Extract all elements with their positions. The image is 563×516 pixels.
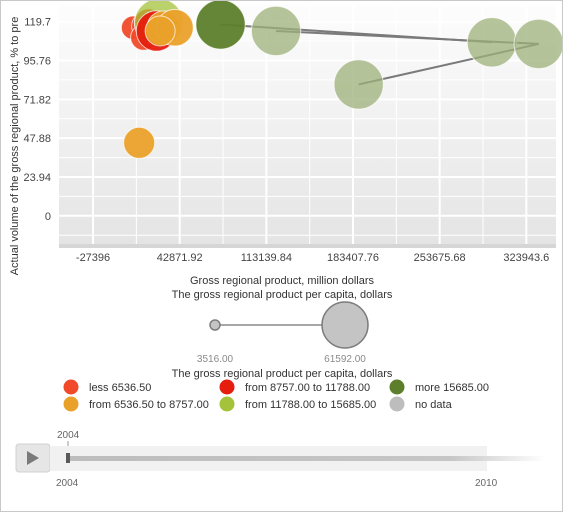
timeline-thumb[interactable] <box>66 453 70 463</box>
y-tick-label: 71.82 <box>23 94 51 106</box>
y-tick-label: 95.76 <box>23 56 51 68</box>
size-legend-min-bubble <box>209 319 221 331</box>
legend-swatch <box>218 395 236 413</box>
bubble-nodata <box>250 5 302 57</box>
x-axis: -27396 42871.92 113139.84 183407.76 253675.6… <box>76 252 549 264</box>
legend-label: less 6536.50 <box>89 382 151 394</box>
bubble-nodata <box>513 18 563 70</box>
bubble-mid <box>123 126 156 159</box>
y-tick-label: 23.94 <box>23 172 51 184</box>
legend-swatch <box>62 378 80 396</box>
legend-label: more 15685.00 <box>415 382 489 394</box>
bubble-mid <box>144 15 176 47</box>
x-tick-label: 42871.92 <box>157 252 203 264</box>
bubble-nodata <box>466 17 518 68</box>
size-legend-max: 61592.00 <box>324 354 366 365</box>
color-legend-title: The gross regional product per capita, d… <box>172 368 393 380</box>
legend-swatch <box>62 395 80 413</box>
size-legend-title: The gross regional product per capita, d… <box>172 289 393 301</box>
x-tick-label: -27396 <box>76 252 110 264</box>
size-legend-max-bubble <box>321 301 369 349</box>
y-axis-title: Actual volume of the gross regional prod… <box>9 17 21 276</box>
color-legend: less 6536.50 from 8757.00 to 11788.00 more… <box>62 378 489 413</box>
x-axis-title: Gross regional product, million dollars <box>190 275 375 287</box>
legend-label: from 8757.00 to 11788.00 <box>245 382 370 394</box>
bubble-high <box>195 0 246 50</box>
x-tick-label: 323943.6 <box>503 252 549 264</box>
legend-label: no data <box>415 399 453 411</box>
x-tick-label: 253675.68 <box>414 252 466 264</box>
timeline-track[interactable] <box>66 456 546 461</box>
legend-label: from 11788.00 to 15685.00 <box>245 399 376 411</box>
legend-swatch <box>388 395 406 413</box>
y-axis: 0 23.94 47.88 71.82 95.76 119.7 <box>23 17 51 223</box>
play-icon <box>27 451 39 465</box>
y-tick-label: 119.7 <box>24 17 51 29</box>
timeline-end: 2010 <box>475 478 498 489</box>
y-tick-label: 47.88 <box>23 133 51 145</box>
timeline-start: 2004 <box>56 478 79 489</box>
legend-swatch <box>388 378 406 396</box>
legend-swatch <box>218 378 236 396</box>
size-legend-min: 3516.00 <box>197 354 234 365</box>
timeline-current: 2004 <box>57 430 80 441</box>
legend-label: from 6536.50 to 8757.00 <box>89 399 209 411</box>
x-tick-label: 183407.76 <box>327 252 379 264</box>
x-tick-label: 113139.84 <box>241 252 292 264</box>
bubble-nodata <box>333 59 384 110</box>
bubbles <box>120 0 563 159</box>
y-tick-label: 0 <box>45 211 51 223</box>
